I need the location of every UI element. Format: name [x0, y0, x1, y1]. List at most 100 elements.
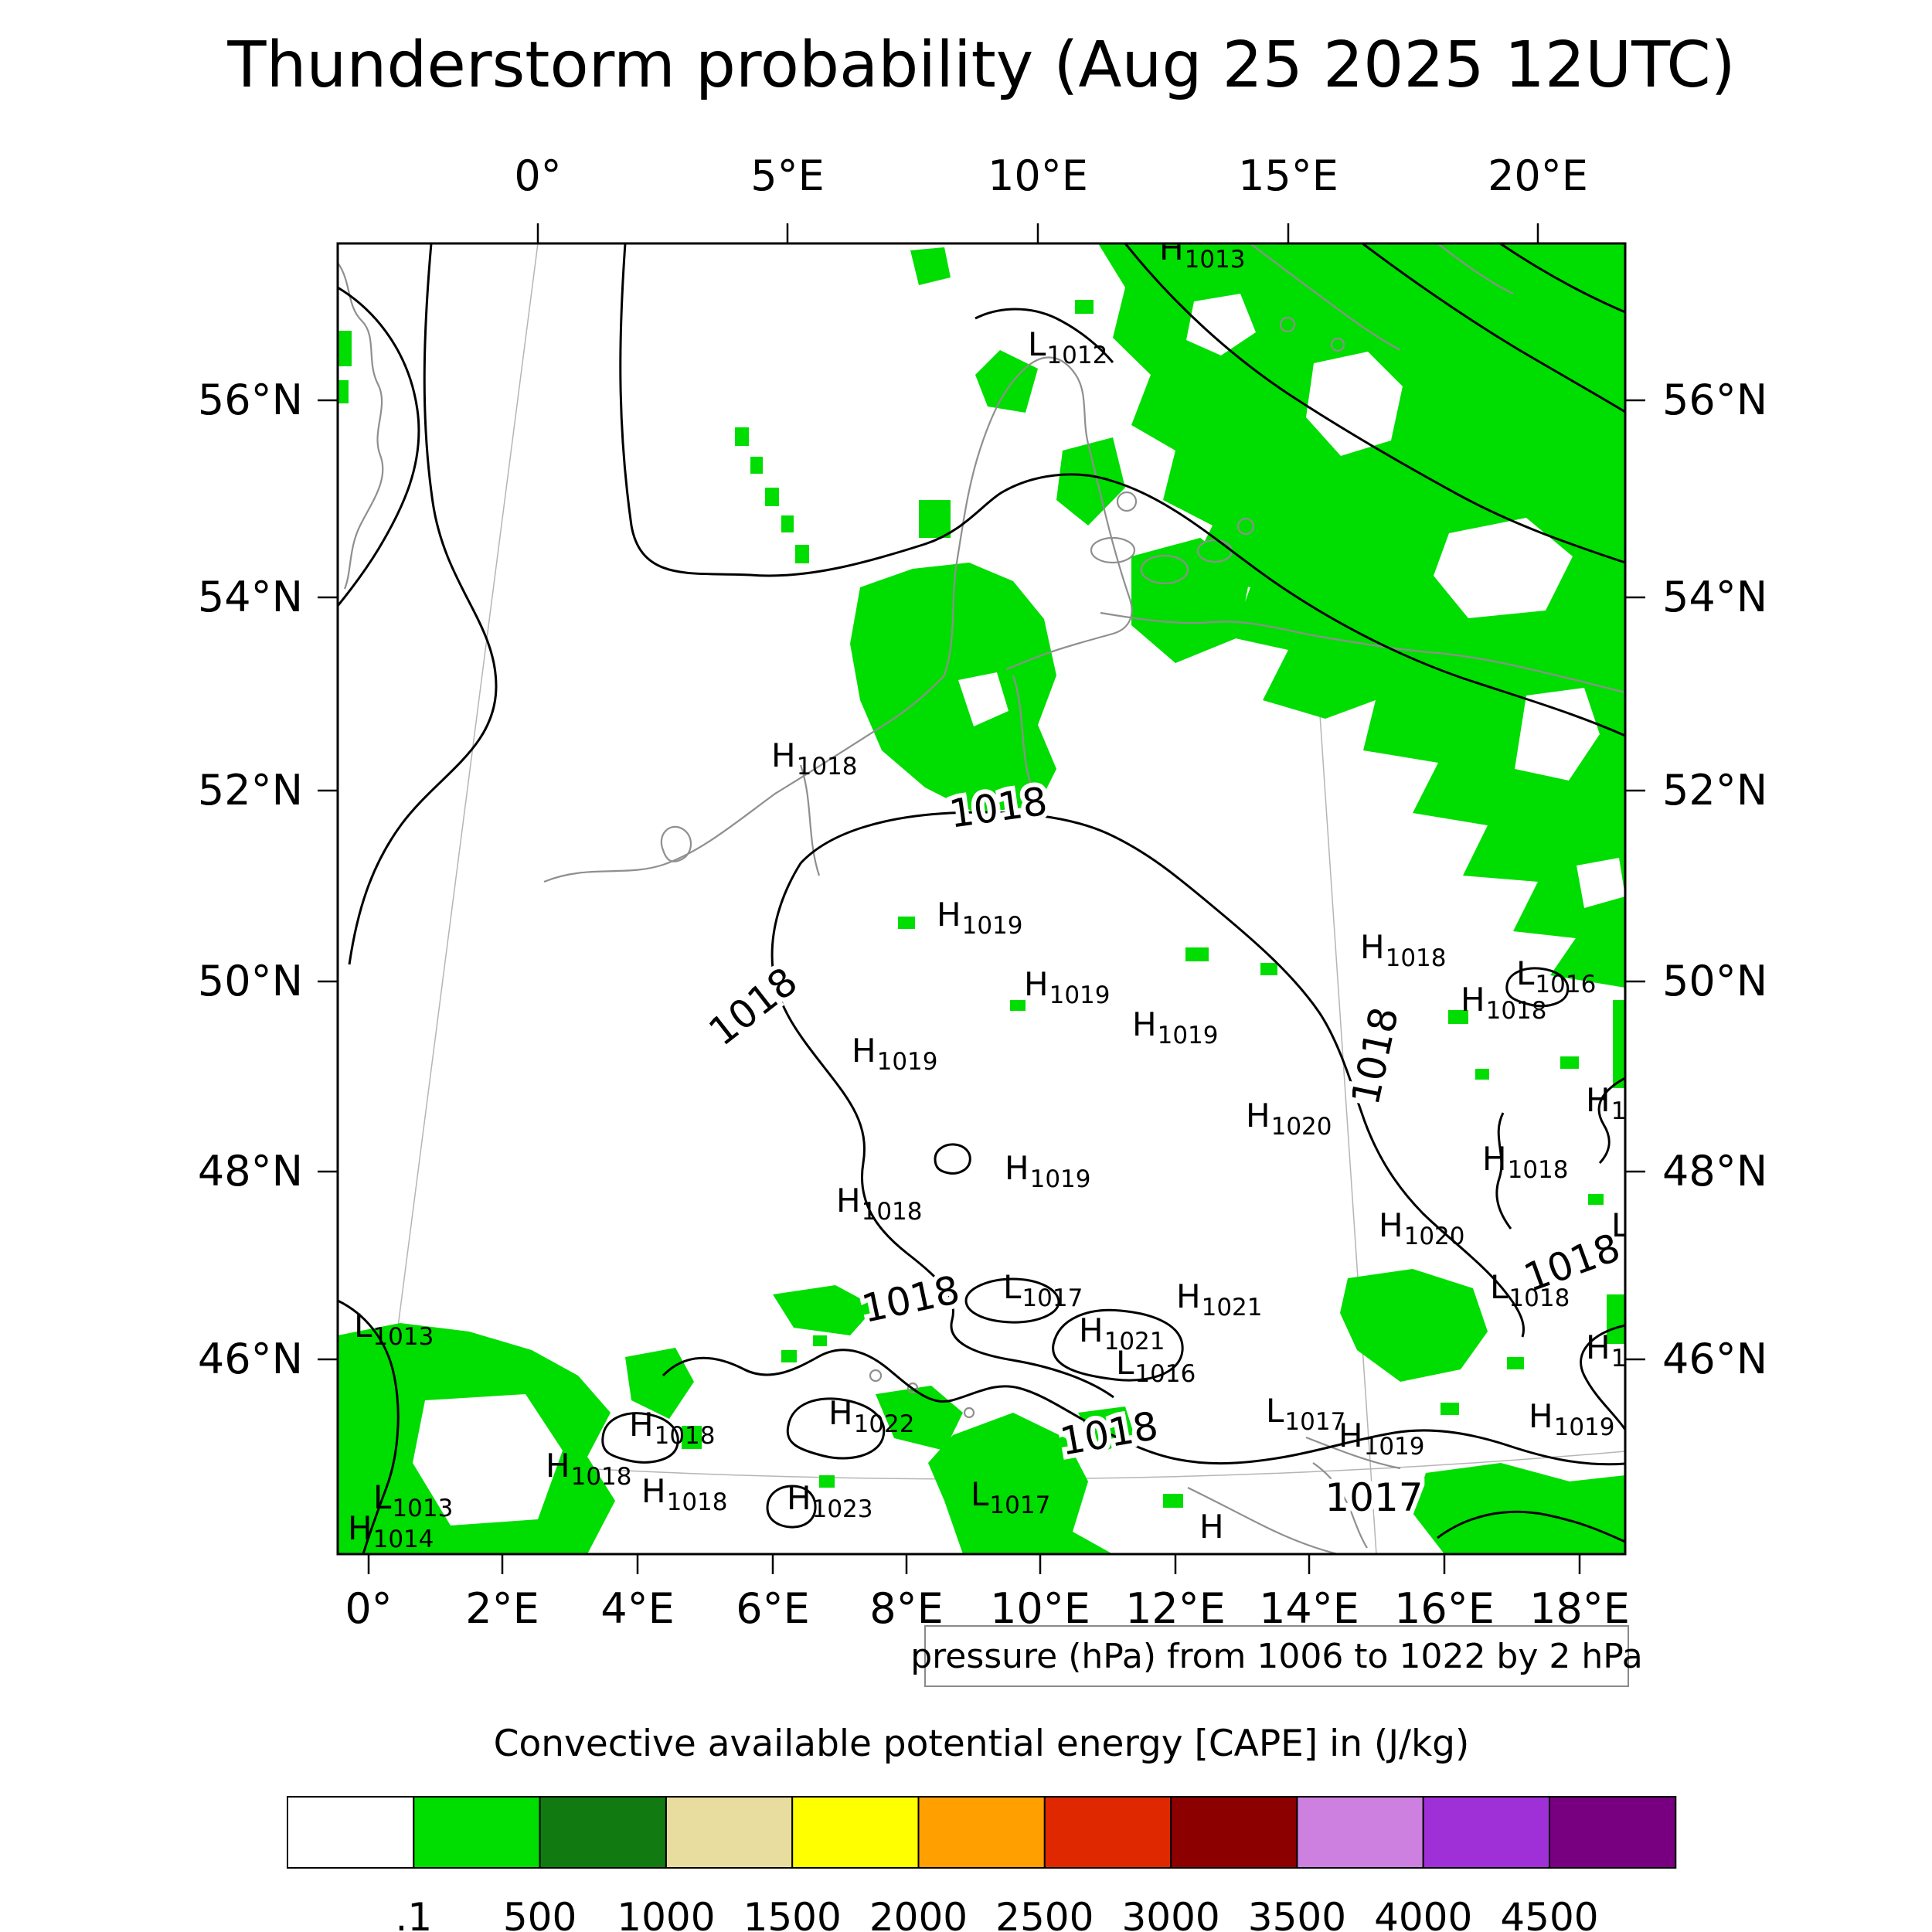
tspan-shape: H — [787, 1479, 811, 1517]
cape-patch — [1056, 437, 1125, 526]
tspan-shape: 1022 — [854, 1410, 915, 1438]
colorbar-tick-label: .1 — [395, 1895, 432, 1932]
tspan-shape: 1019 — [1364, 1433, 1425, 1461]
tspan-shape: H — [1024, 965, 1049, 1003]
cape-speck — [813, 1335, 827, 1346]
pressure-label-H1021: H1021 — [1079, 1311, 1165, 1355]
tspan-shape: 1019 — [1554, 1413, 1615, 1441]
top-axis-label: 20°E — [1488, 151, 1588, 200]
page-title: Thunderstorm probability (Aug 25 2025 12… — [226, 29, 1735, 102]
tspan-shape: L — [1490, 1268, 1509, 1306]
pressure-label-H1019: H1019 — [1132, 1005, 1219, 1049]
cape-speck — [795, 545, 809, 563]
tspan-shape: H — [852, 1032, 876, 1070]
contour-label: 1017 — [1325, 1475, 1423, 1520]
tspan-shape: H — [1586, 1328, 1611, 1366]
tspan-shape: 1018 — [1486, 997, 1547, 1025]
pressure-label-H1018: H1018 — [546, 1447, 632, 1491]
pressure-label-L1018: L1018 — [1490, 1268, 1570, 1312]
cape-patch — [1078, 1406, 1135, 1453]
tspan-shape: 1018 — [862, 1198, 923, 1226]
tspan-shape: 1020 — [1271, 1113, 1332, 1141]
isobar-closed — [601, 1412, 679, 1464]
island — [1330, 337, 1345, 352]
colorbar-cell — [1043, 1796, 1172, 1869]
coast-uk — [338, 262, 384, 590]
colorbar-tick-label: 3000 — [1121, 1895, 1219, 1932]
tspan-shape: L — [1266, 1392, 1284, 1430]
pressure-label-H1021: H1021 — [1176, 1277, 1263, 1321]
alpine-lake — [963, 1406, 975, 1419]
top-axis-label: 0° — [514, 151, 561, 200]
colorbar-cell — [1296, 1796, 1424, 1869]
border-line — [1305, 1436, 1401, 1470]
cape-speck — [1588, 1194, 1604, 1205]
pressure-label-H1018: H1018 — [641, 1472, 728, 1516]
alpine-lake — [869, 1369, 883, 1383]
tspan-shape: 1017 — [989, 1492, 1050, 1519]
map-frame — [336, 242, 1627, 1556]
cape-speck — [735, 427, 749, 446]
tspan-shape: H — [1005, 1149, 1029, 1187]
colorbar-cell — [539, 1796, 667, 1869]
tspan-shape: L — [354, 1307, 372, 1345]
tspan-shape: H — [1159, 230, 1184, 267]
left-axis-label: 48°N — [198, 1147, 303, 1196]
tspan-shape: H — [1079, 1311, 1104, 1349]
colorbar-tick-label: 4500 — [1500, 1895, 1598, 1932]
isobar-closed — [1505, 967, 1570, 1008]
island — [1090, 536, 1136, 564]
coast-ijsselmeer — [660, 825, 692, 862]
coast-baltic — [1100, 611, 1625, 694]
colorbar-tick-label: 2500 — [995, 1895, 1094, 1932]
pressure-label-L1017: L1017 — [971, 1475, 1050, 1519]
tspan-shape: 1019 — [877, 1048, 938, 1076]
colorbar-cell — [413, 1796, 541, 1869]
pressure-caption: pressure (hPa) from 1006 to 1022 by 2 hP… — [910, 1637, 1643, 1676]
isobar — [1580, 1324, 1625, 1430]
pressure-label-H1023: H1023 — [787, 1479, 873, 1523]
polygon-shape — [1306, 352, 1403, 456]
contour-label: 1018 — [1343, 1003, 1407, 1109]
tspan-shape: H — [937, 896, 961, 934]
colorbar-cell — [287, 1796, 415, 1869]
colorbar-tick-label: 1000 — [617, 1895, 715, 1932]
bottom-axis-label: 18°E — [1529, 1584, 1630, 1633]
river — [1012, 675, 1033, 788]
colorbar-cell — [917, 1796, 1046, 1869]
tspan-shape: L — [373, 1478, 392, 1516]
colorbar-cell — [665, 1796, 794, 1869]
tspan-shape: 1021 — [1104, 1328, 1165, 1355]
tspan-shape: 1018 — [1611, 1097, 1672, 1125]
isobar — [1362, 243, 1625, 413]
tspan-shape: 1019 — [1030, 1165, 1091, 1193]
isobar — [348, 243, 498, 965]
cape-patch — [1131, 538, 1250, 663]
coast-adriatic — [1187, 1487, 1338, 1554]
isobar — [975, 308, 1114, 363]
pressure-label-H1014: H1014 — [348, 1509, 434, 1553]
tspan-shape: H — [1338, 1417, 1363, 1454]
isobar — [338, 286, 420, 607]
cape-speck — [781, 1350, 797, 1362]
tspan-shape: H — [629, 1406, 654, 1444]
cape-region-central — [850, 563, 1056, 813]
cape-patch — [910, 247, 951, 285]
colorbar-tick-label: 2000 — [869, 1895, 968, 1932]
right-axis-label: 54°N — [1662, 573, 1767, 621]
cape-region-southeast — [1413, 1463, 1625, 1554]
tspan-shape: 1018 — [667, 1488, 728, 1516]
cape-speck — [1615, 935, 1625, 966]
tspan-shape: H — [1132, 1005, 1157, 1043]
tspan-shape: 1016 — [1535, 971, 1596, 998]
alpine-lake — [906, 1382, 919, 1394]
cape-patch — [919, 500, 951, 538]
tspan-shape: H — [1461, 981, 1485, 1019]
colorbar-cell — [1422, 1796, 1550, 1869]
colorbar-tick-label: 3500 — [1248, 1895, 1346, 1932]
tspan-shape: H — [836, 1182, 861, 1219]
tspan-shape: 1023 — [812, 1495, 873, 1523]
tspan-shape: H — [1246, 1097, 1270, 1134]
